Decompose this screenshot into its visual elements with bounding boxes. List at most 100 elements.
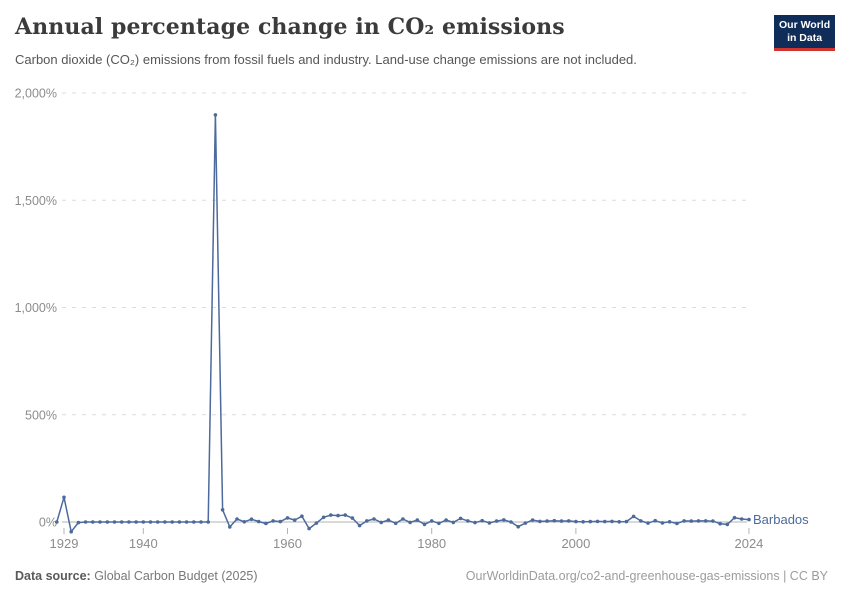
data-point[interactable] [415, 518, 420, 522]
x-axis-label[interactable]: 1980 [417, 536, 446, 551]
data-point[interactable] [502, 518, 506, 522]
data-point[interactable] [141, 520, 146, 524]
data-point[interactable] [119, 520, 124, 524]
data-point[interactable] [148, 520, 153, 524]
data-point[interactable] [747, 517, 751, 522]
data-point[interactable] [321, 515, 326, 520]
data-point[interactable] [264, 521, 268, 526]
data-point[interactable] [660, 521, 665, 525]
data-point[interactable] [386, 518, 391, 522]
data-point[interactable] [357, 523, 362, 528]
data-point[interactable] [127, 520, 131, 524]
data-point[interactable] [256, 519, 261, 524]
data-point[interactable] [249, 517, 254, 521]
data-point[interactable] [509, 520, 513, 524]
data-point[interactable] [624, 519, 629, 524]
data-point[interactable] [177, 520, 182, 524]
data-point[interactable] [343, 513, 348, 517]
data-point[interactable] [170, 520, 174, 524]
data-point[interactable] [538, 519, 542, 524]
data-point[interactable] [631, 514, 636, 519]
data-point[interactable] [235, 517, 239, 521]
data-point[interactable] [228, 525, 232, 529]
data-point[interactable] [76, 520, 81, 525]
data-point[interactable] [372, 517, 376, 521]
data-point[interactable] [682, 519, 686, 523]
data-point[interactable] [444, 518, 448, 522]
data-point[interactable] [350, 516, 355, 520]
data-point[interactable] [184, 520, 189, 524]
data-point[interactable] [696, 519, 701, 523]
data-point[interactable] [667, 520, 672, 524]
data-point[interactable] [242, 520, 247, 524]
data-point[interactable] [292, 518, 297, 522]
data-point[interactable] [408, 520, 412, 525]
data-point[interactable] [487, 521, 492, 525]
data-point[interactable] [98, 520, 102, 524]
data-point[interactable] [552, 518, 557, 523]
data-point[interactable] [55, 520, 59, 524]
data-point[interactable] [422, 522, 427, 527]
data-point[interactable] [530, 518, 535, 522]
x-axis-label[interactable]: 2000 [561, 536, 590, 551]
data-point[interactable] [718, 521, 722, 526]
data-point[interactable] [69, 529, 73, 534]
data-point[interactable] [466, 519, 470, 523]
attribution[interactable]: OurWorldinData.org/co2-and-greenhouse-ga… [465, 569, 828, 583]
data-point[interactable] [155, 520, 160, 524]
data-point[interactable] [595, 519, 600, 524]
data-point[interactable] [739, 517, 744, 521]
data-point[interactable] [566, 519, 571, 523]
data-point[interactable] [646, 521, 650, 525]
data-point[interactable] [732, 515, 737, 520]
data-point[interactable] [610, 519, 614, 524]
data-point[interactable] [91, 520, 95, 524]
data-point[interactable] [703, 519, 708, 523]
data-point[interactable] [278, 519, 283, 524]
data-point[interactable] [675, 521, 679, 526]
data-point[interactable] [134, 520, 138, 524]
data-point[interactable] [603, 519, 607, 524]
data-point[interactable] [300, 514, 304, 518]
series-end-label[interactable]: Barbados [753, 512, 809, 527]
data-point[interactable] [653, 518, 657, 523]
data-point[interactable] [105, 520, 110, 524]
data-point[interactable] [559, 519, 564, 523]
data-point[interactable] [314, 521, 319, 525]
data-point[interactable] [307, 526, 311, 531]
x-axis-label[interactable]: 1929 [50, 536, 79, 551]
data-point[interactable] [213, 113, 218, 117]
data-point[interactable] [271, 519, 275, 523]
data-point[interactable] [112, 520, 117, 524]
series-line[interactable] [56, 114, 750, 533]
data-point[interactable] [473, 520, 477, 525]
x-axis-label[interactable]: 2024 [734, 536, 763, 551]
owid-logo[interactable]: Our World in Data [774, 15, 836, 51]
data-point[interactable] [365, 519, 369, 523]
data-point[interactable] [401, 517, 405, 521]
data-point[interactable] [516, 524, 520, 529]
data-point[interactable] [192, 520, 196, 524]
x-axis-label[interactable]: 1960 [273, 536, 302, 551]
data-point[interactable] [62, 495, 66, 500]
data-point[interactable] [163, 520, 167, 524]
data-point[interactable] [329, 513, 333, 517]
data-point[interactable] [545, 519, 549, 523]
data-point[interactable] [588, 519, 593, 524]
data-point[interactable] [393, 521, 398, 526]
data-point[interactable] [429, 519, 434, 523]
data-point[interactable] [689, 519, 694, 523]
data-point[interactable] [285, 516, 290, 520]
data-point[interactable] [336, 513, 340, 518]
data-point[interactable] [711, 519, 715, 523]
data-point[interactable] [494, 519, 499, 523]
data-point[interactable] [199, 520, 203, 524]
data-point[interactable] [574, 519, 578, 524]
data-point[interactable] [523, 521, 528, 525]
data-point[interactable] [458, 516, 463, 521]
data-point[interactable] [220, 508, 225, 512]
data-point[interactable] [725, 522, 730, 527]
data-point[interactable] [437, 521, 441, 526]
x-axis-label[interactable]: 1940 [129, 536, 158, 551]
